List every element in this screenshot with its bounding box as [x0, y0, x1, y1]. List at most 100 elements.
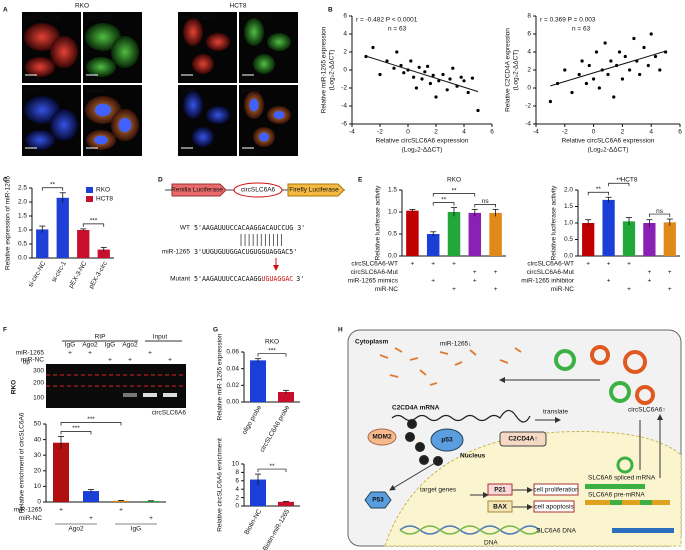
x-tick-label: 4	[649, 129, 653, 136]
y-tick-label: 0.02	[226, 382, 239, 389]
y-tick-label: 0.04	[226, 365, 239, 372]
sig-label: **	[441, 196, 447, 203]
lane-mark: +	[88, 350, 92, 357]
y-axis-label: Relative luciferase activity	[375, 185, 382, 261]
bar	[56, 197, 69, 258]
panel-letter: B	[328, 7, 333, 14]
label-prolif: cell proliferation	[533, 487, 579, 494]
y-tick-label: 2	[527, 67, 531, 74]
x-tick-label: oligo probe	[241, 404, 263, 436]
point	[570, 90, 574, 95]
point	[409, 59, 413, 63]
ubiquitin-label: U	[422, 457, 427, 464]
y-tick-label: 6	[343, 13, 347, 20]
lane-label: Ago2	[82, 342, 98, 349]
mir-seq: 3'UUGUGUUGGACUGUGGUAGGAC5'	[194, 248, 297, 256]
point	[597, 86, 601, 90]
sig-bracket	[41, 187, 64, 191]
image-label: miR-1265	[242, 15, 271, 22]
legend-swatch	[86, 187, 93, 193]
sig-bracket	[608, 182, 630, 187]
row-mark: +	[473, 269, 477, 276]
panel-letter: A	[3, 7, 8, 14]
point	[584, 81, 589, 86]
scale-label: 10μm	[242, 150, 258, 157]
y-tick-label: 1.5	[388, 187, 397, 194]
y-tick-label: 2.0	[18, 199, 27, 206]
dna-helix	[399, 525, 541, 535]
legend-label: RKO	[96, 187, 110, 194]
bar	[489, 212, 502, 256]
point	[437, 79, 441, 83]
gel-band	[143, 393, 157, 397]
y-tick-label: 2	[235, 494, 239, 501]
x-tick-label: Biotin-miR-1265	[262, 508, 292, 550]
y-tick-label: 0.5	[18, 241, 27, 248]
label-spliced: SLC6A6 spliced mRNA	[588, 475, 656, 482]
x-tick-label: 2	[434, 129, 438, 136]
row-label: miR-NC	[21, 357, 44, 364]
point	[603, 41, 607, 45]
y-tick-label: 10	[232, 461, 240, 468]
group-title: RKO	[75, 3, 89, 10]
p53-shape	[430, 428, 464, 452]
row-label: miR-1265	[16, 350, 45, 357]
row-mark: +	[586, 261, 590, 268]
circrna	[554, 349, 576, 371]
row-mark: +	[452, 261, 456, 268]
bar	[468, 212, 482, 256]
y-tick-label: 30	[34, 452, 42, 459]
panel-letter: F	[3, 327, 7, 334]
ubiquitin-label: U	[436, 458, 441, 465]
y-axis-label: Relative expression of miR-1265	[5, 176, 12, 270]
legend-label: HCT8	[96, 196, 113, 203]
point	[620, 77, 625, 81]
row-label: circSLC6A6-Mut	[351, 269, 399, 276]
point	[445, 88, 449, 92]
apop-box	[533, 500, 575, 513]
point	[476, 108, 480, 113]
row-mark: +	[89, 515, 93, 522]
x-axis-label: Relative circSLC6A6 expression	[562, 138, 655, 145]
mutant-seq-part: 5'AAGAUUUCCACAAGG	[194, 275, 262, 283]
cell	[192, 127, 214, 147]
y-tick-label: 0.0	[18, 255, 27, 262]
row-mark: +	[627, 286, 631, 293]
sig-bracket	[60, 422, 122, 426]
row-label: miR-1265 inhibitor	[521, 278, 575, 285]
y-tick-label: 6	[527, 31, 531, 38]
ubiquitin-label: U	[408, 434, 413, 441]
trend-line	[550, 50, 666, 87]
y-axis-unit: (Log₂2-ΔΔCT)	[513, 50, 520, 91]
lane-label: IgG	[65, 342, 75, 349]
x-tick-label: si-circ-1	[51, 260, 69, 284]
x-tick-label: -4	[349, 129, 355, 136]
point	[426, 64, 430, 68]
y-tick-label: 40	[34, 436, 42, 443]
bar	[622, 221, 636, 256]
label-cytoplasm: Cytoplasm	[355, 339, 388, 346]
sig-label: **	[451, 187, 457, 194]
p21-shape	[487, 483, 513, 496]
cell	[111, 36, 139, 68]
ubiquitin-label: U	[410, 421, 415, 428]
stat-label: r = 0.369 P = 0.003	[540, 17, 596, 24]
bar	[278, 501, 294, 506]
legend-swatch	[86, 196, 93, 202]
label-mdm2: MDM2	[372, 434, 392, 441]
mdm2-shape	[367, 428, 397, 446]
x-tick-label: -2	[377, 129, 383, 136]
y-tick-label: 4	[235, 486, 239, 493]
point	[412, 75, 416, 79]
y-tick-label: 1.5	[564, 203, 573, 210]
y-tick-label: 2.5	[18, 185, 27, 192]
bar	[250, 479, 266, 506]
construct-label: circSLC6A6	[241, 187, 276, 194]
circ-box	[233, 182, 283, 198]
row-mark: +	[607, 278, 611, 285]
lane-mark: +	[128, 357, 132, 364]
row-label: circSLC6A6-WT	[527, 261, 574, 268]
y-tick-label: 0.00	[226, 399, 239, 406]
cell	[253, 54, 275, 74]
cell	[183, 91, 203, 119]
